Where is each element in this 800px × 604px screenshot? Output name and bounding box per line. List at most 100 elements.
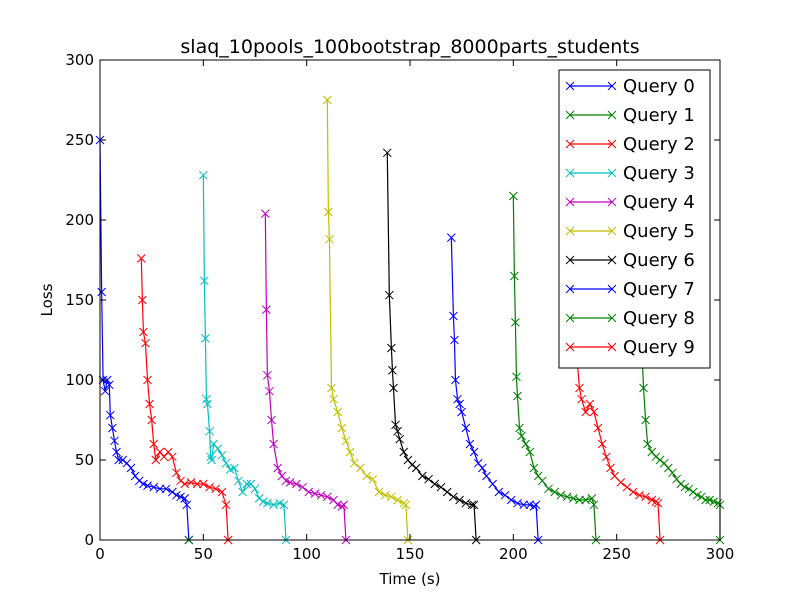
data-point bbox=[401, 500, 411, 510]
data-point bbox=[411, 463, 421, 473]
legend-entry: Query 9 bbox=[565, 337, 695, 358]
data-point bbox=[200, 276, 209, 286]
legend-entry: Query 4 bbox=[565, 192, 695, 213]
data-point bbox=[525, 447, 535, 457]
data-point bbox=[651, 452, 661, 462]
data-point bbox=[461, 498, 471, 508]
data-point bbox=[206, 452, 215, 462]
data-point bbox=[461, 423, 471, 433]
series-9 bbox=[508, 191, 601, 545]
data-point bbox=[267, 415, 276, 425]
data-point bbox=[465, 439, 475, 449]
series-5 bbox=[260, 209, 351, 545]
data-point bbox=[205, 426, 214, 436]
legend-entry: Query 2 bbox=[565, 134, 695, 155]
legend-entry: Query 8 bbox=[565, 308, 695, 329]
data-point bbox=[449, 492, 458, 502]
data-point bbox=[285, 478, 295, 487]
data-point bbox=[668, 468, 677, 478]
data-point bbox=[97, 287, 107, 297]
x-tick-label: 300 bbox=[706, 545, 735, 563]
data-point bbox=[322, 492, 332, 502]
data-point bbox=[126, 463, 136, 473]
series-7 bbox=[382, 148, 481, 545]
data-point bbox=[568, 494, 578, 503]
data-point bbox=[513, 391, 522, 401]
legend-label: Query 5 bbox=[623, 221, 695, 242]
data-point bbox=[139, 327, 148, 337]
data-point bbox=[143, 481, 152, 490]
data-point bbox=[575, 383, 584, 393]
data-point bbox=[167, 487, 177, 497]
data-point bbox=[511, 318, 520, 327]
series-line bbox=[264, 213, 347, 541]
ticks-layer: 0 50 100 150 200 250 300 0 50 100 150 200 250 300 bbox=[65, 51, 734, 563]
data-point bbox=[172, 468, 181, 478]
data-point bbox=[494, 487, 504, 497]
data-point bbox=[393, 426, 402, 436]
data-point bbox=[653, 498, 663, 508]
data-point bbox=[508, 191, 518, 201]
data-point bbox=[531, 500, 541, 510]
data-point bbox=[149, 482, 159, 492]
data-point bbox=[213, 444, 223, 454]
data-point bbox=[562, 492, 572, 502]
data-point bbox=[192, 479, 202, 489]
legend-entry: Query 6 bbox=[565, 250, 695, 271]
legend-label: Query 7 bbox=[623, 279, 695, 300]
plot-frame bbox=[99, 59, 721, 541]
data-point bbox=[585, 399, 595, 409]
data-point bbox=[389, 383, 398, 393]
data-point bbox=[581, 495, 591, 505]
data-point bbox=[118, 455, 128, 465]
series-3 bbox=[136, 254, 233, 545]
data-point bbox=[329, 394, 338, 404]
legend-entry: Query 0 bbox=[565, 76, 695, 97]
x-tick-label: 250 bbox=[602, 545, 631, 563]
legend-entry: Query 5 bbox=[565, 221, 695, 242]
data-point bbox=[345, 447, 355, 457]
data-point bbox=[639, 383, 648, 393]
data-point bbox=[589, 407, 599, 417]
data-point bbox=[182, 500, 192, 510]
data-point bbox=[374, 487, 384, 497]
data-point bbox=[393, 495, 402, 505]
data-point bbox=[333, 407, 343, 417]
data-point bbox=[262, 305, 271, 314]
data-point bbox=[229, 463, 239, 473]
y-tick-label: 300 bbox=[65, 51, 94, 69]
data-point bbox=[265, 386, 274, 396]
data-point bbox=[407, 460, 417, 470]
data-point bbox=[161, 484, 171, 494]
data-point bbox=[450, 335, 459, 345]
data-point bbox=[641, 415, 650, 425]
legend-label: Query 6 bbox=[623, 250, 695, 271]
data-point bbox=[537, 476, 547, 486]
data-point bbox=[298, 482, 307, 492]
data-point bbox=[513, 498, 522, 508]
data-point bbox=[577, 394, 586, 404]
data-point bbox=[446, 233, 456, 242]
data-point bbox=[688, 487, 698, 497]
data-point bbox=[482, 471, 491, 481]
data-point bbox=[488, 479, 498, 489]
data-point bbox=[263, 498, 272, 508]
data-point bbox=[477, 463, 487, 473]
data-point bbox=[635, 490, 644, 500]
data-point bbox=[616, 478, 626, 487]
data-point bbox=[151, 455, 161, 465]
data-point bbox=[250, 484, 260, 494]
series-11 bbox=[637, 327, 725, 545]
data-point bbox=[316, 490, 326, 500]
data-point bbox=[529, 463, 539, 473]
data-point bbox=[260, 209, 270, 218]
data-point bbox=[136, 254, 146, 263]
legend-entry: Query 7 bbox=[565, 279, 695, 300]
data-point bbox=[186, 478, 196, 487]
data-point bbox=[436, 482, 446, 492]
data-point bbox=[515, 423, 524, 433]
legend-label: Query 4 bbox=[623, 192, 695, 213]
data-point bbox=[263, 370, 272, 380]
data-point bbox=[384, 290, 394, 300]
